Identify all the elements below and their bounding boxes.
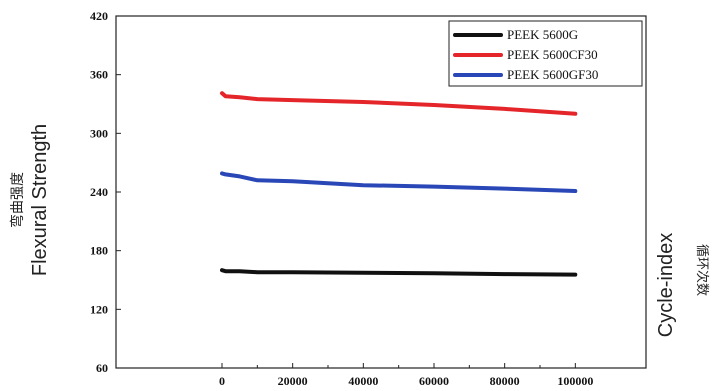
y-tick-label: 240 — [90, 185, 108, 199]
series-line-0 — [220, 268, 578, 277]
y-tick-label: 180 — [90, 244, 108, 258]
x-tick-label: 40000 — [348, 374, 378, 388]
legend-label-0: PEEK 5600G — [507, 27, 578, 42]
axis-labels: Flexural Strength 弯曲强度 Cycle-index 循环次数 — [9, 124, 710, 337]
y-tick-label: 300 — [90, 126, 108, 140]
legend-label-1: PEEK 5600CF30 — [507, 47, 598, 62]
axes: 60 120 180 240 300 360 420 0 20000 40000 60000 8000… — [90, 9, 647, 388]
y-axis-label-cn: 弯曲强度 — [9, 172, 26, 228]
y-tick-label: 360 — [90, 68, 108, 82]
series-line-2 — [220, 171, 578, 193]
y-tick-label: 420 — [90, 9, 108, 23]
x-tick-label: 100000 — [557, 374, 593, 388]
x-tick-label: 60000 — [419, 374, 449, 388]
x-tick-label: 20000 — [278, 374, 308, 388]
x-tick-label: 80000 — [490, 374, 520, 388]
x-tick-label: 0 — [219, 374, 225, 388]
y-axis-label-en: Flexural Strength — [29, 124, 51, 276]
plot-area — [220, 91, 578, 277]
series-line-1 — [220, 91, 578, 116]
right-label-en: Cycle-index — [655, 233, 677, 337]
right-label-cn: 循环次数 — [694, 244, 710, 296]
legend: PEEK 5600G PEEK 5600CF30 PEEK 5600GF30 — [448, 20, 643, 87]
y-tick-label: 120 — [90, 302, 108, 316]
legend-label-2: PEEK 5600GF30 — [507, 67, 598, 82]
y-tick-label: 60 — [96, 361, 108, 375]
